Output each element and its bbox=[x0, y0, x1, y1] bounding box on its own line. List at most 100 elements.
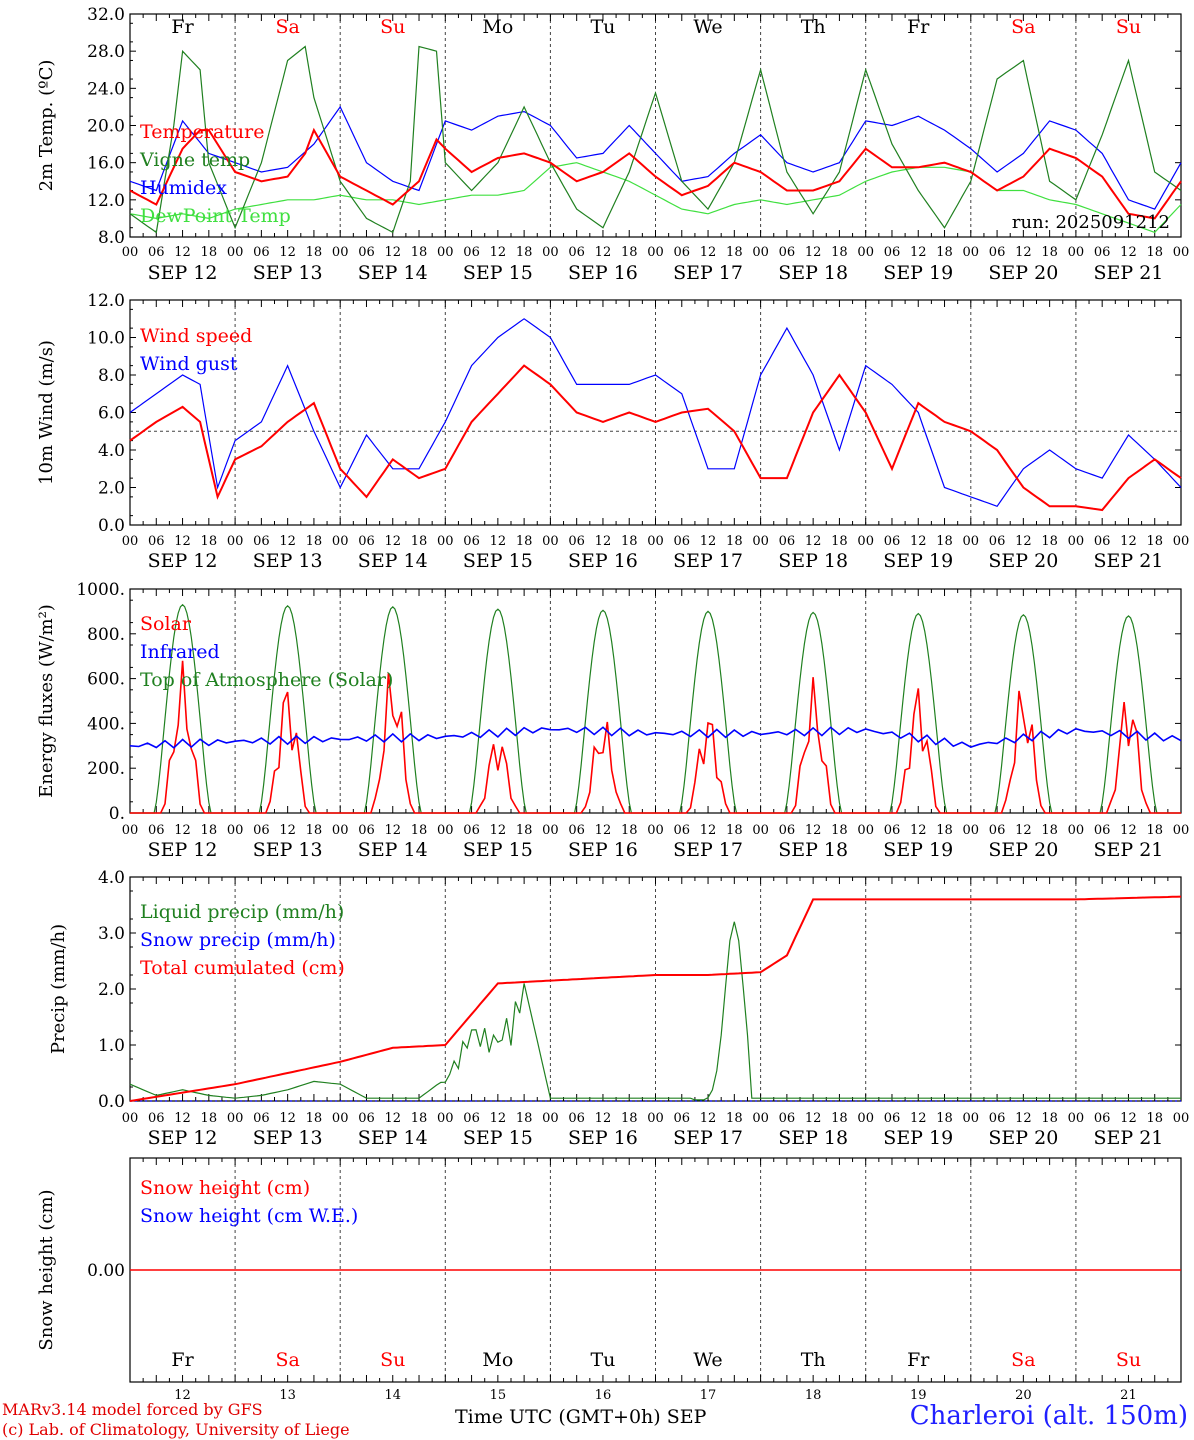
hour-tick-label: 12 bbox=[174, 1111, 191, 1126]
y-axis-label: 10m Wind (m/s) bbox=[36, 340, 57, 485]
series-line-dewpoint-temp bbox=[129, 162, 1182, 234]
hour-tick-label: 06 bbox=[358, 1111, 375, 1126]
hour-tick-label: 18 bbox=[726, 245, 743, 260]
hour-tick-label: 06 bbox=[674, 1111, 691, 1126]
day-number-label: 13 bbox=[279, 1388, 296, 1403]
y-tick-label: 16.0 bbox=[87, 154, 125, 174]
hour-tick-label: 00 bbox=[332, 1111, 349, 1126]
hour-tick-label: 18 bbox=[936, 823, 953, 838]
hour-tick-label: 12 bbox=[805, 823, 822, 838]
hour-tick-label: 12 bbox=[700, 245, 717, 260]
date-label: SEP 16 bbox=[568, 262, 638, 284]
legend-entry: DewPoint Temp bbox=[140, 205, 291, 227]
hour-tick-label: 06 bbox=[253, 534, 270, 549]
y-tick-label: 0.0 bbox=[98, 516, 125, 536]
hour-tick-label: 18 bbox=[306, 823, 323, 838]
hour-tick-label: 00 bbox=[542, 823, 559, 838]
weekday-label: Su bbox=[380, 16, 405, 38]
weekday-label: Fr bbox=[907, 1349, 930, 1371]
date-label: SEP 19 bbox=[883, 262, 953, 284]
series-line-liquid-precip bbox=[129, 921, 1181, 1101]
day-number-label: 19 bbox=[910, 1388, 927, 1403]
hour-tick-label: 06 bbox=[989, 1111, 1006, 1126]
legend-entry: Solar bbox=[140, 613, 192, 635]
hour-tick-label: 12 bbox=[1120, 534, 1137, 549]
hour-tick-label: 18 bbox=[411, 1111, 428, 1126]
date-label: SEP 16 bbox=[568, 839, 638, 861]
hour-tick-label: 06 bbox=[148, 245, 165, 260]
hour-tick-label: 18 bbox=[621, 823, 638, 838]
y-tick-label: 1.0 bbox=[98, 1036, 125, 1056]
hour-tick-label: 00 bbox=[752, 534, 769, 549]
hour-tick-label: 18 bbox=[411, 823, 428, 838]
hour-tick-label: 00 bbox=[437, 534, 454, 549]
hour-tick-label: 12 bbox=[595, 823, 612, 838]
date-label: SEP 13 bbox=[253, 262, 323, 284]
y-axis-label: Energy fluxes (W/m²) bbox=[36, 604, 57, 798]
model-credit: MARv3.14 model forced by GFS bbox=[2, 1400, 263, 1419]
hour-tick-label: 12 bbox=[490, 1111, 507, 1126]
hour-tick-label: 18 bbox=[1041, 245, 1058, 260]
hour-tick-label: 00 bbox=[1173, 534, 1190, 549]
y-tick-label: 6.0 bbox=[98, 404, 125, 424]
y-tick-label: 1000. bbox=[76, 580, 125, 600]
legend-entry: Snow height (cm W.E.) bbox=[140, 1205, 358, 1227]
y-tick-label: 400. bbox=[87, 714, 125, 734]
hour-tick-label: 00 bbox=[647, 823, 664, 838]
date-label: SEP 17 bbox=[673, 262, 743, 284]
hour-tick-label: 00 bbox=[647, 245, 664, 260]
hour-tick-label: 00 bbox=[857, 534, 874, 549]
hour-tick-label: 12 bbox=[490, 534, 507, 549]
weekday-label: We bbox=[693, 16, 722, 38]
hour-tick-label: 18 bbox=[201, 823, 218, 838]
hour-tick-label: 18 bbox=[621, 534, 638, 549]
hour-tick-label: 06 bbox=[358, 823, 375, 838]
date-label: SEP 15 bbox=[463, 550, 533, 572]
hour-tick-label: 12 bbox=[384, 823, 401, 838]
legend-entry: Snow precip (mm/h) bbox=[140, 929, 336, 951]
weekday-label: Su bbox=[1116, 1349, 1141, 1371]
date-label: SEP 13 bbox=[253, 839, 323, 861]
date-label: SEP 19 bbox=[883, 1127, 953, 1149]
hour-tick-label: 06 bbox=[779, 534, 796, 549]
hour-tick-label: 12 bbox=[384, 1111, 401, 1126]
hour-tick-label: 18 bbox=[831, 245, 848, 260]
hour-tick-label: 12 bbox=[279, 1111, 296, 1126]
date-label: SEP 16 bbox=[568, 550, 638, 572]
weekday-label: Sa bbox=[1011, 16, 1035, 38]
series-line-vigne-temp bbox=[129, 45, 1182, 234]
hour-tick-label: 00 bbox=[1173, 245, 1190, 260]
hour-tick-label: 12 bbox=[174, 534, 191, 549]
day-number-label: 18 bbox=[805, 1388, 822, 1403]
date-label: SEP 21 bbox=[1094, 262, 1164, 284]
hour-tick-label: 12 bbox=[910, 823, 927, 838]
hour-tick-label: 06 bbox=[674, 534, 691, 549]
hour-tick-label: 18 bbox=[936, 245, 953, 260]
hour-tick-label: 18 bbox=[201, 1111, 218, 1126]
y-axis-label: Precip (mm/h) bbox=[48, 924, 69, 1054]
legend-entry: Infrared bbox=[140, 641, 220, 663]
y-tick-label: 12.0 bbox=[87, 191, 125, 211]
hour-tick-label: 12 bbox=[595, 1111, 612, 1126]
day-number-label: 21 bbox=[1120, 1388, 1137, 1403]
hour-tick-label: 12 bbox=[910, 534, 927, 549]
y-tick-label: 3.0 bbox=[98, 924, 125, 944]
hour-tick-label: 18 bbox=[516, 534, 533, 549]
hour-tick-label: 12 bbox=[1120, 823, 1137, 838]
day-number-label: 17 bbox=[700, 1388, 717, 1403]
y-tick-label: 8.0 bbox=[98, 366, 125, 386]
date-label: SEP 21 bbox=[1094, 1127, 1164, 1149]
date-label: SEP 14 bbox=[358, 1127, 428, 1149]
hour-tick-label: 06 bbox=[884, 534, 901, 549]
station-name: Charleroi (alt. 150m) bbox=[909, 1401, 1188, 1431]
hour-tick-label: 12 bbox=[805, 534, 822, 549]
hour-tick-label: 00 bbox=[122, 823, 139, 838]
hour-tick-label: 00 bbox=[857, 823, 874, 838]
weekday-label: Tu bbox=[590, 1349, 615, 1371]
weekday-label: Th bbox=[801, 1349, 826, 1371]
y-tick-label: 600. bbox=[87, 670, 125, 690]
y-axis-label: 2m Temp. (ºC) bbox=[36, 60, 57, 192]
legend-entry: Humidex bbox=[140, 177, 227, 199]
weekday-label: Sa bbox=[275, 16, 299, 38]
